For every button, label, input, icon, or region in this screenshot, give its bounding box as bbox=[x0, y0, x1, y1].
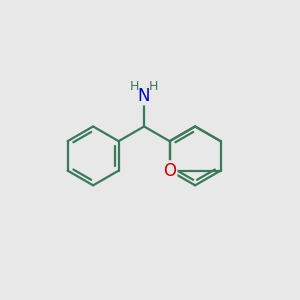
Text: H: H bbox=[130, 80, 140, 93]
Text: O: O bbox=[163, 162, 176, 180]
Text: N: N bbox=[138, 86, 150, 104]
Text: H: H bbox=[149, 80, 158, 93]
